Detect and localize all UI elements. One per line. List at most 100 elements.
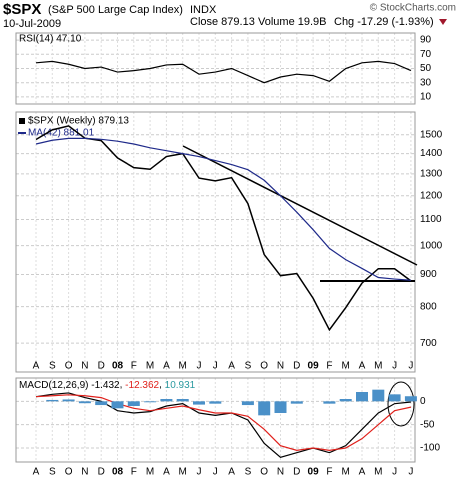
x-tick-label: M: [374, 361, 382, 372]
y-tick-label: 700: [420, 338, 437, 349]
histogram-bar: [388, 394, 401, 402]
x-tick-label: 09: [308, 467, 320, 478]
x-tick-label: A: [359, 467, 366, 478]
price-panel: [15, 111, 416, 373]
x-tick-label: N: [81, 467, 88, 478]
x-tick-label: F: [131, 361, 137, 372]
y-tick-label: -50: [420, 419, 435, 430]
x-tick-label: F: [326, 361, 332, 372]
x-tick-label: 09: [308, 361, 320, 372]
histogram-bar: [127, 401, 140, 406]
x-tick-label: J: [213, 467, 218, 478]
x-tick-label: O: [260, 361, 268, 372]
histogram-bar: [193, 401, 205, 405]
y-tick-label: 800: [420, 301, 437, 312]
y-tick-label: 1200: [420, 190, 443, 201]
macd-title: MACD(12,26,9): [19, 380, 88, 391]
x-tick-label: M: [179, 361, 187, 372]
y-tick-label: 0: [420, 396, 426, 407]
x-tick-label: M: [374, 467, 382, 478]
y-tick-label: 70: [420, 49, 432, 60]
histogram-bar: [372, 389, 385, 402]
y-tick-label: 1500: [420, 129, 443, 140]
y-tick-label: 1400: [420, 148, 443, 159]
volume: Volume 19.9B: [258, 16, 327, 28]
x-tick-label: M: [342, 361, 350, 372]
y-tick-label: 30: [420, 77, 432, 88]
x-tick-label: O: [65, 467, 73, 478]
x-tick-label: J: [392, 361, 397, 372]
legend-ma: MA(42) 881.01: [28, 128, 95, 139]
x-tick-label: A: [228, 467, 235, 478]
histogram-bar: [339, 399, 352, 402]
annotation-circle: [387, 381, 415, 427]
x-tick-label: J: [197, 467, 202, 478]
histogram-bar: [404, 396, 417, 402]
trend-line: [182, 145, 418, 266]
histogram-bar: [290, 401, 303, 404]
x-tick-label: O: [260, 467, 268, 478]
histogram-bar: [356, 392, 368, 402]
series-line: [35, 392, 411, 458]
rsi-panel: [15, 32, 416, 105]
x-tick-label: A: [359, 361, 366, 372]
histogram-bar: [274, 401, 287, 413]
hist-value: 10.931: [165, 380, 196, 391]
x-tick-label: S: [245, 467, 252, 478]
histogram-bar: [160, 399, 173, 402]
x-tick-label: J: [392, 467, 397, 478]
x-tick-label: 08: [112, 467, 124, 478]
histogram-bar: [62, 399, 75, 402]
y-tick-label: -100: [420, 443, 440, 454]
histogram-bar: [78, 401, 91, 404]
x-tick-label: M: [179, 467, 187, 478]
x-tick-label: J: [197, 361, 202, 372]
x-tick-label: S: [49, 361, 56, 372]
y-tick-label: 900: [420, 269, 437, 280]
series-line: [35, 125, 412, 332]
x-tick-label: S: [245, 361, 252, 372]
histogram-bar: [46, 399, 59, 402]
x-tick-label: N: [277, 361, 284, 372]
rsi-label: RSI(14) 47.10: [19, 34, 82, 45]
change: Chg -17.29 (-1.93%): [334, 16, 434, 28]
x-tick-label: F: [326, 467, 332, 478]
index-name: (S&P 500 Large Cap Index): [48, 4, 183, 16]
series-line: [35, 394, 412, 451]
histogram-bar: [323, 401, 336, 404]
y-tick-label: 1000: [420, 240, 443, 251]
series-line: [35, 137, 411, 281]
macd-panel: [15, 377, 416, 463]
x-tick-label: M: [342, 467, 350, 478]
x-tick-label: A: [33, 467, 40, 478]
x-tick-label: J: [408, 467, 413, 478]
legend-swatch: [19, 118, 25, 124]
x-tick-label: M: [146, 467, 154, 478]
y-tick-label: 1300: [420, 169, 443, 180]
histogram-bar: [176, 399, 189, 402]
y-tick-label: 1100: [420, 214, 442, 225]
copyright: © StockCharts.com: [370, 3, 456, 14]
y-tick-label: 90: [420, 35, 432, 46]
x-tick-label: D: [293, 361, 300, 372]
down-arrow: [439, 19, 447, 25]
legend-price: $SPX (Weekly) 879.13: [28, 116, 129, 127]
x-tick-label: F: [131, 467, 137, 478]
x-tick-label: S: [49, 467, 56, 478]
macd-label: MACD(12,26,9) -1.432, -12.362, 10.931: [19, 380, 196, 391]
histogram-bar: [111, 401, 124, 409]
x-tick-label: 08: [112, 361, 124, 372]
histogram-bar: [258, 401, 271, 416]
signal-value: -12.362: [125, 380, 159, 391]
symbol: $SPX: [3, 1, 41, 18]
histogram-bar: [241, 401, 254, 406]
x-tick-label: D: [98, 361, 105, 372]
exchange: INDX: [190, 4, 217, 16]
x-tick-label: A: [33, 361, 40, 372]
histogram-bar: [144, 401, 157, 403]
x-tick-label: A: [163, 361, 170, 372]
macd-value: -1.432: [91, 380, 120, 391]
x-tick-label: A: [163, 467, 170, 478]
histogram-bar: [95, 401, 108, 406]
